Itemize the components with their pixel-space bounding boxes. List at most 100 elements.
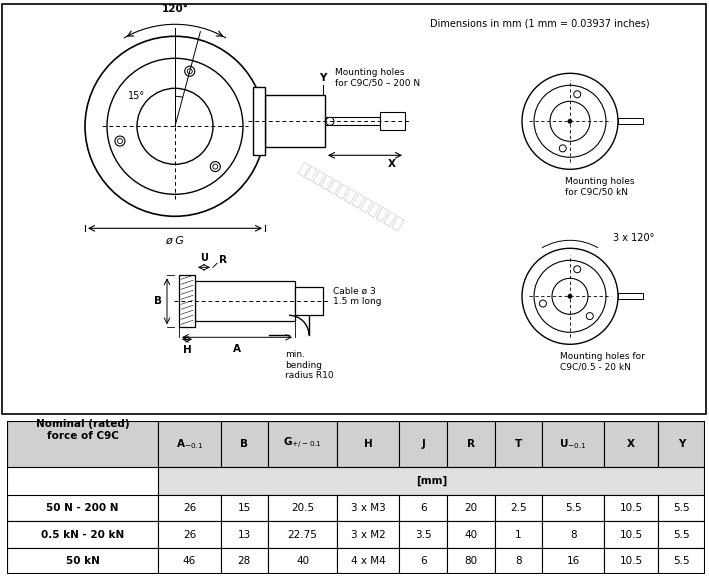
Circle shape bbox=[540, 300, 547, 307]
Bar bbox=[658, 420, 705, 467]
Bar bbox=[268, 548, 337, 574]
Bar bbox=[220, 495, 268, 521]
Text: Dimensions in mm (1 mm = 0.03937 inches): Dimensions in mm (1 mm = 0.03937 inches) bbox=[430, 19, 649, 28]
Text: U: U bbox=[200, 253, 208, 263]
Bar bbox=[268, 495, 337, 521]
Circle shape bbox=[185, 66, 195, 76]
Text: 1: 1 bbox=[515, 530, 522, 539]
Text: 15°: 15° bbox=[128, 91, 145, 102]
Text: 80: 80 bbox=[464, 556, 477, 566]
Circle shape bbox=[115, 136, 125, 146]
Text: 26: 26 bbox=[183, 503, 196, 513]
Text: X: X bbox=[627, 439, 635, 449]
Text: J: J bbox=[421, 439, 425, 449]
Circle shape bbox=[568, 119, 572, 124]
Bar bbox=[158, 548, 220, 574]
Bar bbox=[618, 293, 643, 299]
Bar bbox=[542, 521, 604, 548]
Text: 20.5: 20.5 bbox=[291, 503, 314, 513]
Text: 上海众鑫自动化科技有限公司: 上海众鑫自动化科技有限公司 bbox=[295, 160, 405, 233]
Bar bbox=[447, 521, 495, 548]
Text: 50 kN: 50 kN bbox=[66, 556, 100, 566]
Bar bbox=[7, 393, 158, 467]
Bar bbox=[399, 495, 447, 521]
Bar bbox=[253, 88, 265, 155]
Bar bbox=[158, 467, 705, 495]
Bar bbox=[158, 420, 220, 467]
Bar bbox=[399, 420, 447, 467]
Text: 40: 40 bbox=[464, 530, 477, 539]
Text: A$_{-0.1}$: A$_{-0.1}$ bbox=[176, 437, 203, 451]
Text: Mounting holes
for C9C/50 – 200 N: Mounting holes for C9C/50 – 200 N bbox=[335, 68, 420, 88]
Text: 16: 16 bbox=[566, 556, 580, 566]
Bar bbox=[447, 495, 495, 521]
Text: B: B bbox=[240, 439, 248, 449]
Bar bbox=[158, 521, 220, 548]
Text: 10.5: 10.5 bbox=[620, 556, 642, 566]
Circle shape bbox=[574, 90, 581, 98]
Bar bbox=[604, 521, 658, 548]
Bar bbox=[604, 420, 658, 467]
Text: 120°: 120° bbox=[162, 4, 189, 15]
Bar bbox=[542, 495, 604, 521]
Text: 5.5: 5.5 bbox=[674, 530, 690, 539]
Bar bbox=[325, 117, 380, 125]
Text: 50 N - 200 N: 50 N - 200 N bbox=[47, 503, 119, 513]
Circle shape bbox=[534, 260, 606, 332]
Bar bbox=[542, 548, 604, 574]
Text: 3.5: 3.5 bbox=[415, 530, 432, 539]
Text: [mm]: [mm] bbox=[416, 476, 447, 486]
Text: min.
bending
radius R10: min. bending radius R10 bbox=[285, 350, 334, 380]
Bar bbox=[337, 548, 399, 574]
Bar bbox=[195, 281, 295, 321]
Text: ø G: ø G bbox=[166, 235, 184, 245]
Text: 6: 6 bbox=[420, 556, 427, 566]
Text: Cable ø 3
1.5 m long: Cable ø 3 1.5 m long bbox=[333, 287, 381, 306]
Text: H: H bbox=[364, 439, 373, 449]
Text: Y: Y bbox=[678, 439, 686, 449]
Text: 8: 8 bbox=[570, 530, 576, 539]
Text: H: H bbox=[183, 345, 191, 356]
Text: A: A bbox=[233, 345, 241, 354]
Text: Mounting holes
for C9C/50 kN: Mounting holes for C9C/50 kN bbox=[565, 177, 635, 197]
Text: G$_{+/-0.1}$: G$_{+/-0.1}$ bbox=[283, 436, 322, 451]
Text: 8: 8 bbox=[515, 556, 522, 566]
Bar bbox=[7, 495, 158, 521]
Text: 3 x M2: 3 x M2 bbox=[351, 530, 386, 539]
Bar bbox=[337, 495, 399, 521]
Text: 4 x M4: 4 x M4 bbox=[351, 556, 386, 566]
Text: X: X bbox=[388, 160, 396, 169]
Text: 22.75: 22.75 bbox=[288, 530, 318, 539]
Bar bbox=[495, 548, 542, 574]
Circle shape bbox=[326, 117, 334, 125]
Bar bbox=[158, 495, 220, 521]
Bar bbox=[495, 521, 542, 548]
Circle shape bbox=[522, 248, 618, 345]
Circle shape bbox=[211, 162, 220, 172]
Text: 2.5: 2.5 bbox=[510, 503, 527, 513]
Text: 10.5: 10.5 bbox=[620, 503, 642, 513]
Circle shape bbox=[534, 85, 606, 157]
Bar bbox=[658, 521, 705, 548]
Bar bbox=[447, 548, 495, 574]
Circle shape bbox=[574, 266, 581, 273]
Text: 46: 46 bbox=[183, 556, 196, 566]
Text: R: R bbox=[219, 255, 227, 265]
Text: 3 x M3: 3 x M3 bbox=[351, 503, 386, 513]
Text: Y: Y bbox=[319, 73, 327, 84]
Bar bbox=[495, 495, 542, 521]
Bar bbox=[220, 548, 268, 574]
Text: 3 x 120°: 3 x 120° bbox=[613, 233, 654, 243]
Text: 13: 13 bbox=[238, 530, 251, 539]
Text: 15: 15 bbox=[238, 503, 251, 513]
Bar bbox=[447, 420, 495, 467]
Text: R: R bbox=[467, 439, 475, 449]
Text: 10.5: 10.5 bbox=[620, 530, 642, 539]
Bar bbox=[399, 521, 447, 548]
Bar bbox=[265, 95, 325, 147]
Circle shape bbox=[568, 294, 572, 298]
Circle shape bbox=[586, 313, 593, 320]
Bar bbox=[268, 521, 337, 548]
Bar bbox=[542, 420, 604, 467]
Text: T: T bbox=[515, 439, 522, 449]
